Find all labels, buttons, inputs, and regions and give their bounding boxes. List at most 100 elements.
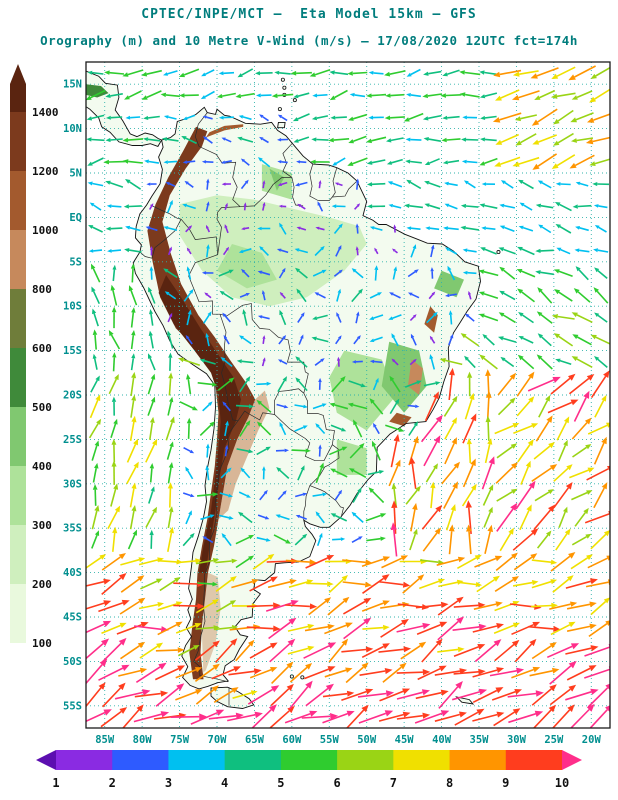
- wind-arrow: [274, 70, 291, 75]
- wind-arrow: [512, 90, 540, 101]
- wind-arrow: [130, 330, 136, 350]
- wind-arrow: [249, 576, 278, 592]
- wind-arrow: [573, 288, 591, 303]
- wind-arrow: [334, 489, 343, 501]
- wind-arrow: [240, 179, 249, 190]
- wind-arrow: [406, 179, 422, 190]
- wind-arrow: [276, 248, 289, 254]
- wind-arrow: [529, 667, 560, 677]
- wind-arrow: [392, 266, 398, 280]
- wind-arrow: [236, 359, 254, 364]
- wind-arrow: [111, 306, 117, 329]
- wind-arrow: [185, 335, 193, 345]
- wind-arrow: [409, 358, 417, 366]
- wind-arrow: [140, 578, 163, 590]
- wind-arrow: [367, 204, 386, 209]
- wind-arrow: [175, 623, 202, 634]
- wind-arrow: [220, 357, 233, 368]
- wind-arrow: [497, 372, 517, 396]
- map-frame: [85, 61, 611, 729]
- wind-arrow: [463, 180, 476, 189]
- wind-arrow: [249, 642, 278, 659]
- wind-arrow: [536, 354, 553, 370]
- wind-arrow: [201, 69, 215, 77]
- wind-arrow: [332, 537, 346, 541]
- wind-arrow: [130, 371, 137, 397]
- wind-arrow: [382, 662, 407, 683]
- wind-arrow: [402, 574, 425, 594]
- wind-arrow: [322, 690, 355, 698]
- wind-arrow: [571, 356, 593, 369]
- wind-arrow: [534, 89, 556, 100]
- wind-arrow: [362, 624, 390, 631]
- wind-arrow: [296, 288, 307, 303]
- wind-arrow: [120, 575, 145, 593]
- wind-arrow: [499, 203, 516, 209]
- wind-arrow: [403, 112, 424, 122]
- wind-arrow: [330, 115, 347, 120]
- wind-arrow: [574, 507, 589, 527]
- wind-arrow: [329, 70, 349, 76]
- wind-arrow: [239, 376, 251, 393]
- wind-arrow: [556, 416, 570, 441]
- wind-arrow: [441, 137, 461, 143]
- wind-arrow: [259, 489, 268, 501]
- wind-arrow: [404, 203, 423, 209]
- wind-arrow: [391, 482, 397, 507]
- wind-arrow: [164, 291, 177, 300]
- wind-arrow: [373, 422, 380, 435]
- wind-arrow: [149, 463, 155, 483]
- wind-arrow: [457, 554, 482, 569]
- wind-arrow: [87, 70, 104, 75]
- wind-arrow: [200, 514, 215, 521]
- wind-arrow: [270, 683, 294, 707]
- wind-arrow: [86, 578, 111, 587]
- wind-arrow: [404, 380, 422, 388]
- wind-arrow: [129, 415, 137, 441]
- wind-arrow: [178, 357, 201, 367]
- wind-arrow: [353, 335, 361, 345]
- wind-arrow: [366, 182, 386, 187]
- wind-arrow: [105, 180, 124, 188]
- wind-arrow: [405, 159, 422, 164]
- orography-patch: [86, 84, 109, 98]
- wind-arrow: [278, 335, 287, 345]
- wind-arrow: [575, 226, 589, 232]
- wind-arrow: [587, 113, 610, 123]
- wind-arrow: [231, 579, 259, 589]
- wind-arrow: [259, 246, 269, 256]
- wind-arrow: [355, 223, 359, 234]
- wind-arrow: [312, 269, 327, 277]
- wind-arrow: [200, 90, 215, 100]
- wind-arrow: [511, 666, 541, 679]
- wind-arrow: [122, 137, 144, 143]
- grid-lines: [86, 62, 610, 728]
- wind-arrow: [292, 113, 310, 122]
- wind-arrow: [442, 159, 460, 165]
- wind-arrow: [126, 461, 139, 485]
- wind-arrow: [276, 467, 290, 479]
- wind-arrow: [218, 71, 235, 76]
- wind-arrow: [262, 180, 266, 189]
- elevation-tick-label: 100: [32, 637, 52, 650]
- wind-arrow: [336, 288, 341, 302]
- wind-arrow: [533, 504, 556, 531]
- wind-arrow: [351, 360, 363, 364]
- wind-arrow: [550, 373, 576, 395]
- wind-arrow: [86, 554, 107, 569]
- wind-arrow: [262, 335, 266, 345]
- wind-arrow: [527, 376, 561, 392]
- wind-arrow: [462, 413, 477, 444]
- wind-arrow: [384, 70, 406, 77]
- wind-arrow: [507, 690, 544, 698]
- wind-arrow: [495, 552, 518, 572]
- wind-arrow: [305, 683, 334, 707]
- wind-arrow: [389, 292, 401, 299]
- wind-arrow: [518, 179, 534, 190]
- wind-arrow: [275, 448, 289, 453]
- wind-arrow: [372, 377, 379, 391]
- wind-arrow: [279, 421, 287, 436]
- lon-label: 65W: [245, 734, 265, 746]
- chart-title: CPTEC/INPE/MCT — Eta Model 15km — GFS: [141, 7, 477, 22]
- wind-colorbar-segment: [505, 750, 563, 770]
